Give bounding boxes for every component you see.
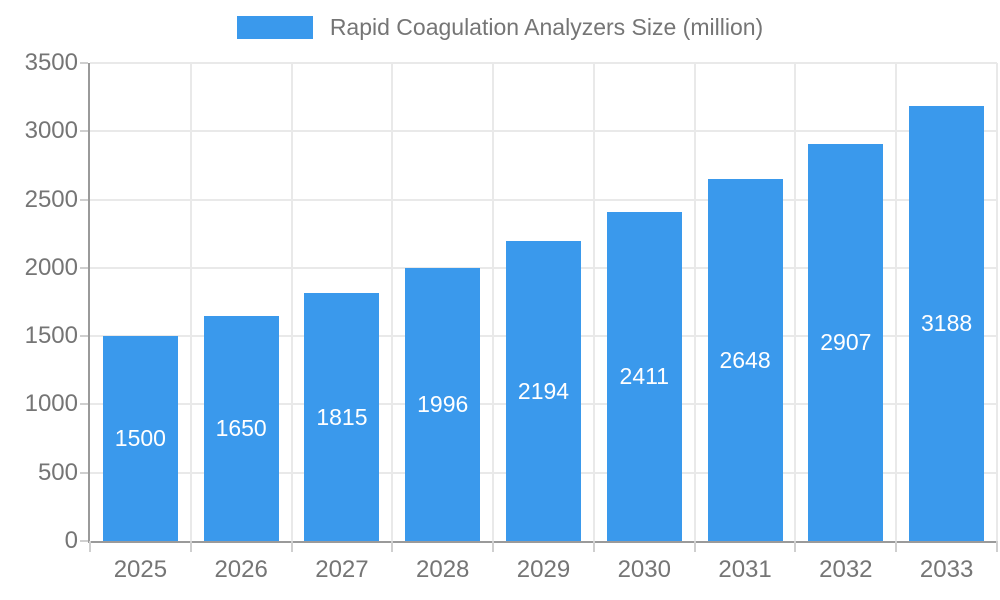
y-tick-label: 0 <box>64 527 78 554</box>
v-gridline <box>693 63 696 541</box>
v-gridline <box>794 63 797 541</box>
bar[interactable]: 2411 <box>606 211 682 541</box>
bar-value-label: 2411 <box>619 362 669 389</box>
bar-value-label: 1500 <box>114 425 166 452</box>
h-gridline <box>90 198 997 201</box>
bar-value-label: 1650 <box>215 414 267 441</box>
x-axis-tick <box>391 541 394 552</box>
bar-value-label: 2907 <box>820 328 872 355</box>
x-tick-label: 2029 <box>516 556 571 583</box>
v-gridline <box>492 63 495 541</box>
v-gridline <box>592 63 595 541</box>
x-tick-label: 2028 <box>416 556 470 583</box>
y-tick-label: 1500 <box>24 322 78 350</box>
bar-value-label: 2194 <box>517 377 570 404</box>
legend[interactable]: Rapid Coagulation Analyzers Size (millio… <box>0 14 1000 41</box>
y-axis-tick <box>80 540 88 542</box>
bar-value-label: 1996 <box>417 391 469 418</box>
x-tick-label: 2030 <box>617 556 671 583</box>
bar[interactable]: 3188 <box>909 105 985 541</box>
x-axis-tick <box>492 541 495 552</box>
y-axis-tick <box>80 471 88 474</box>
bar[interactable]: 1500 <box>102 336 178 541</box>
v-gridline <box>189 63 192 541</box>
y-tick-label: 2500 <box>24 185 78 213</box>
bar[interactable]: 1650 <box>203 315 279 541</box>
x-axis-tick <box>693 541 696 552</box>
x-tick-label: 2033 <box>919 556 974 583</box>
legend-label: Rapid Coagulation Analyzers Size (millio… <box>329 14 764 40</box>
bar[interactable]: 1996 <box>405 268 481 541</box>
y-tick-label: 1000 <box>24 390 78 418</box>
x-axis-tick <box>794 541 797 552</box>
h-gridline <box>90 62 997 64</box>
x-tick-label: 2031 <box>718 556 772 583</box>
h-gridline <box>90 130 997 133</box>
v-gridline <box>290 63 293 541</box>
legend-swatch <box>236 16 313 39</box>
bar[interactable]: 1815 <box>304 293 380 541</box>
x-axis-tick <box>290 541 293 552</box>
y-tick-label: 500 <box>37 458 78 486</box>
y-axis-tick <box>80 130 88 133</box>
bar[interactable]: 2194 <box>506 241 581 541</box>
v-gridline <box>996 63 998 541</box>
y-tick-label: 2000 <box>24 253 78 281</box>
x-tick-label: 2026 <box>214 556 268 583</box>
bar-value-label: 1815 <box>316 403 368 430</box>
y-tick-label: 3500 <box>24 49 78 76</box>
x-axis-tick <box>89 541 91 552</box>
x-tick-label: 2025 <box>113 556 168 583</box>
x-axis-tick <box>592 541 595 552</box>
y-axis-tick <box>80 403 88 406</box>
y-axis-tick <box>80 62 88 64</box>
bar[interactable]: 2907 <box>808 143 884 541</box>
y-axis-tick <box>80 198 88 201</box>
x-tick-label: 2027 <box>315 556 369 583</box>
x-tick-label: 2032 <box>819 556 873 583</box>
x-axis-tick <box>895 541 898 552</box>
v-gridline <box>391 63 394 541</box>
bar-value-label: 3188 <box>921 309 973 336</box>
y-tick-label: 3000 <box>24 117 78 145</box>
v-gridline <box>895 63 898 541</box>
y-axis-tick <box>80 266 88 269</box>
x-axis-tick <box>189 541 192 552</box>
bar-value-label: 2648 <box>719 346 771 373</box>
bar[interactable]: 2648 <box>707 179 783 541</box>
x-axis-tick <box>996 541 998 552</box>
plot-area: 0 500 1000 1500 2000 2500 3000 3500 2025 2026 2027… <box>25 51 998 583</box>
y-axis-tick <box>80 335 88 338</box>
